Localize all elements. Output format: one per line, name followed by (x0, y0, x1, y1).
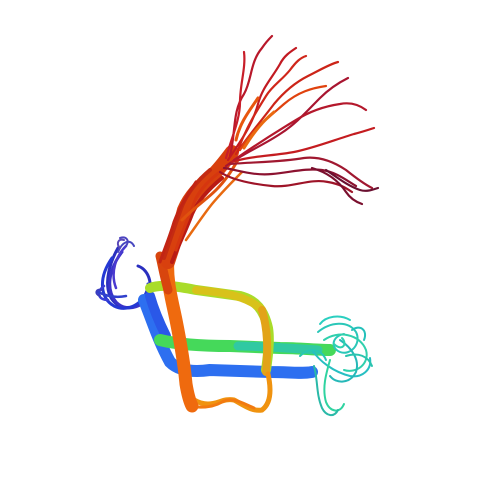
cyan-loop-cluster (299, 315, 373, 416)
red-tail-cluster (218, 34, 380, 206)
terminal-tails (95, 236, 129, 297)
